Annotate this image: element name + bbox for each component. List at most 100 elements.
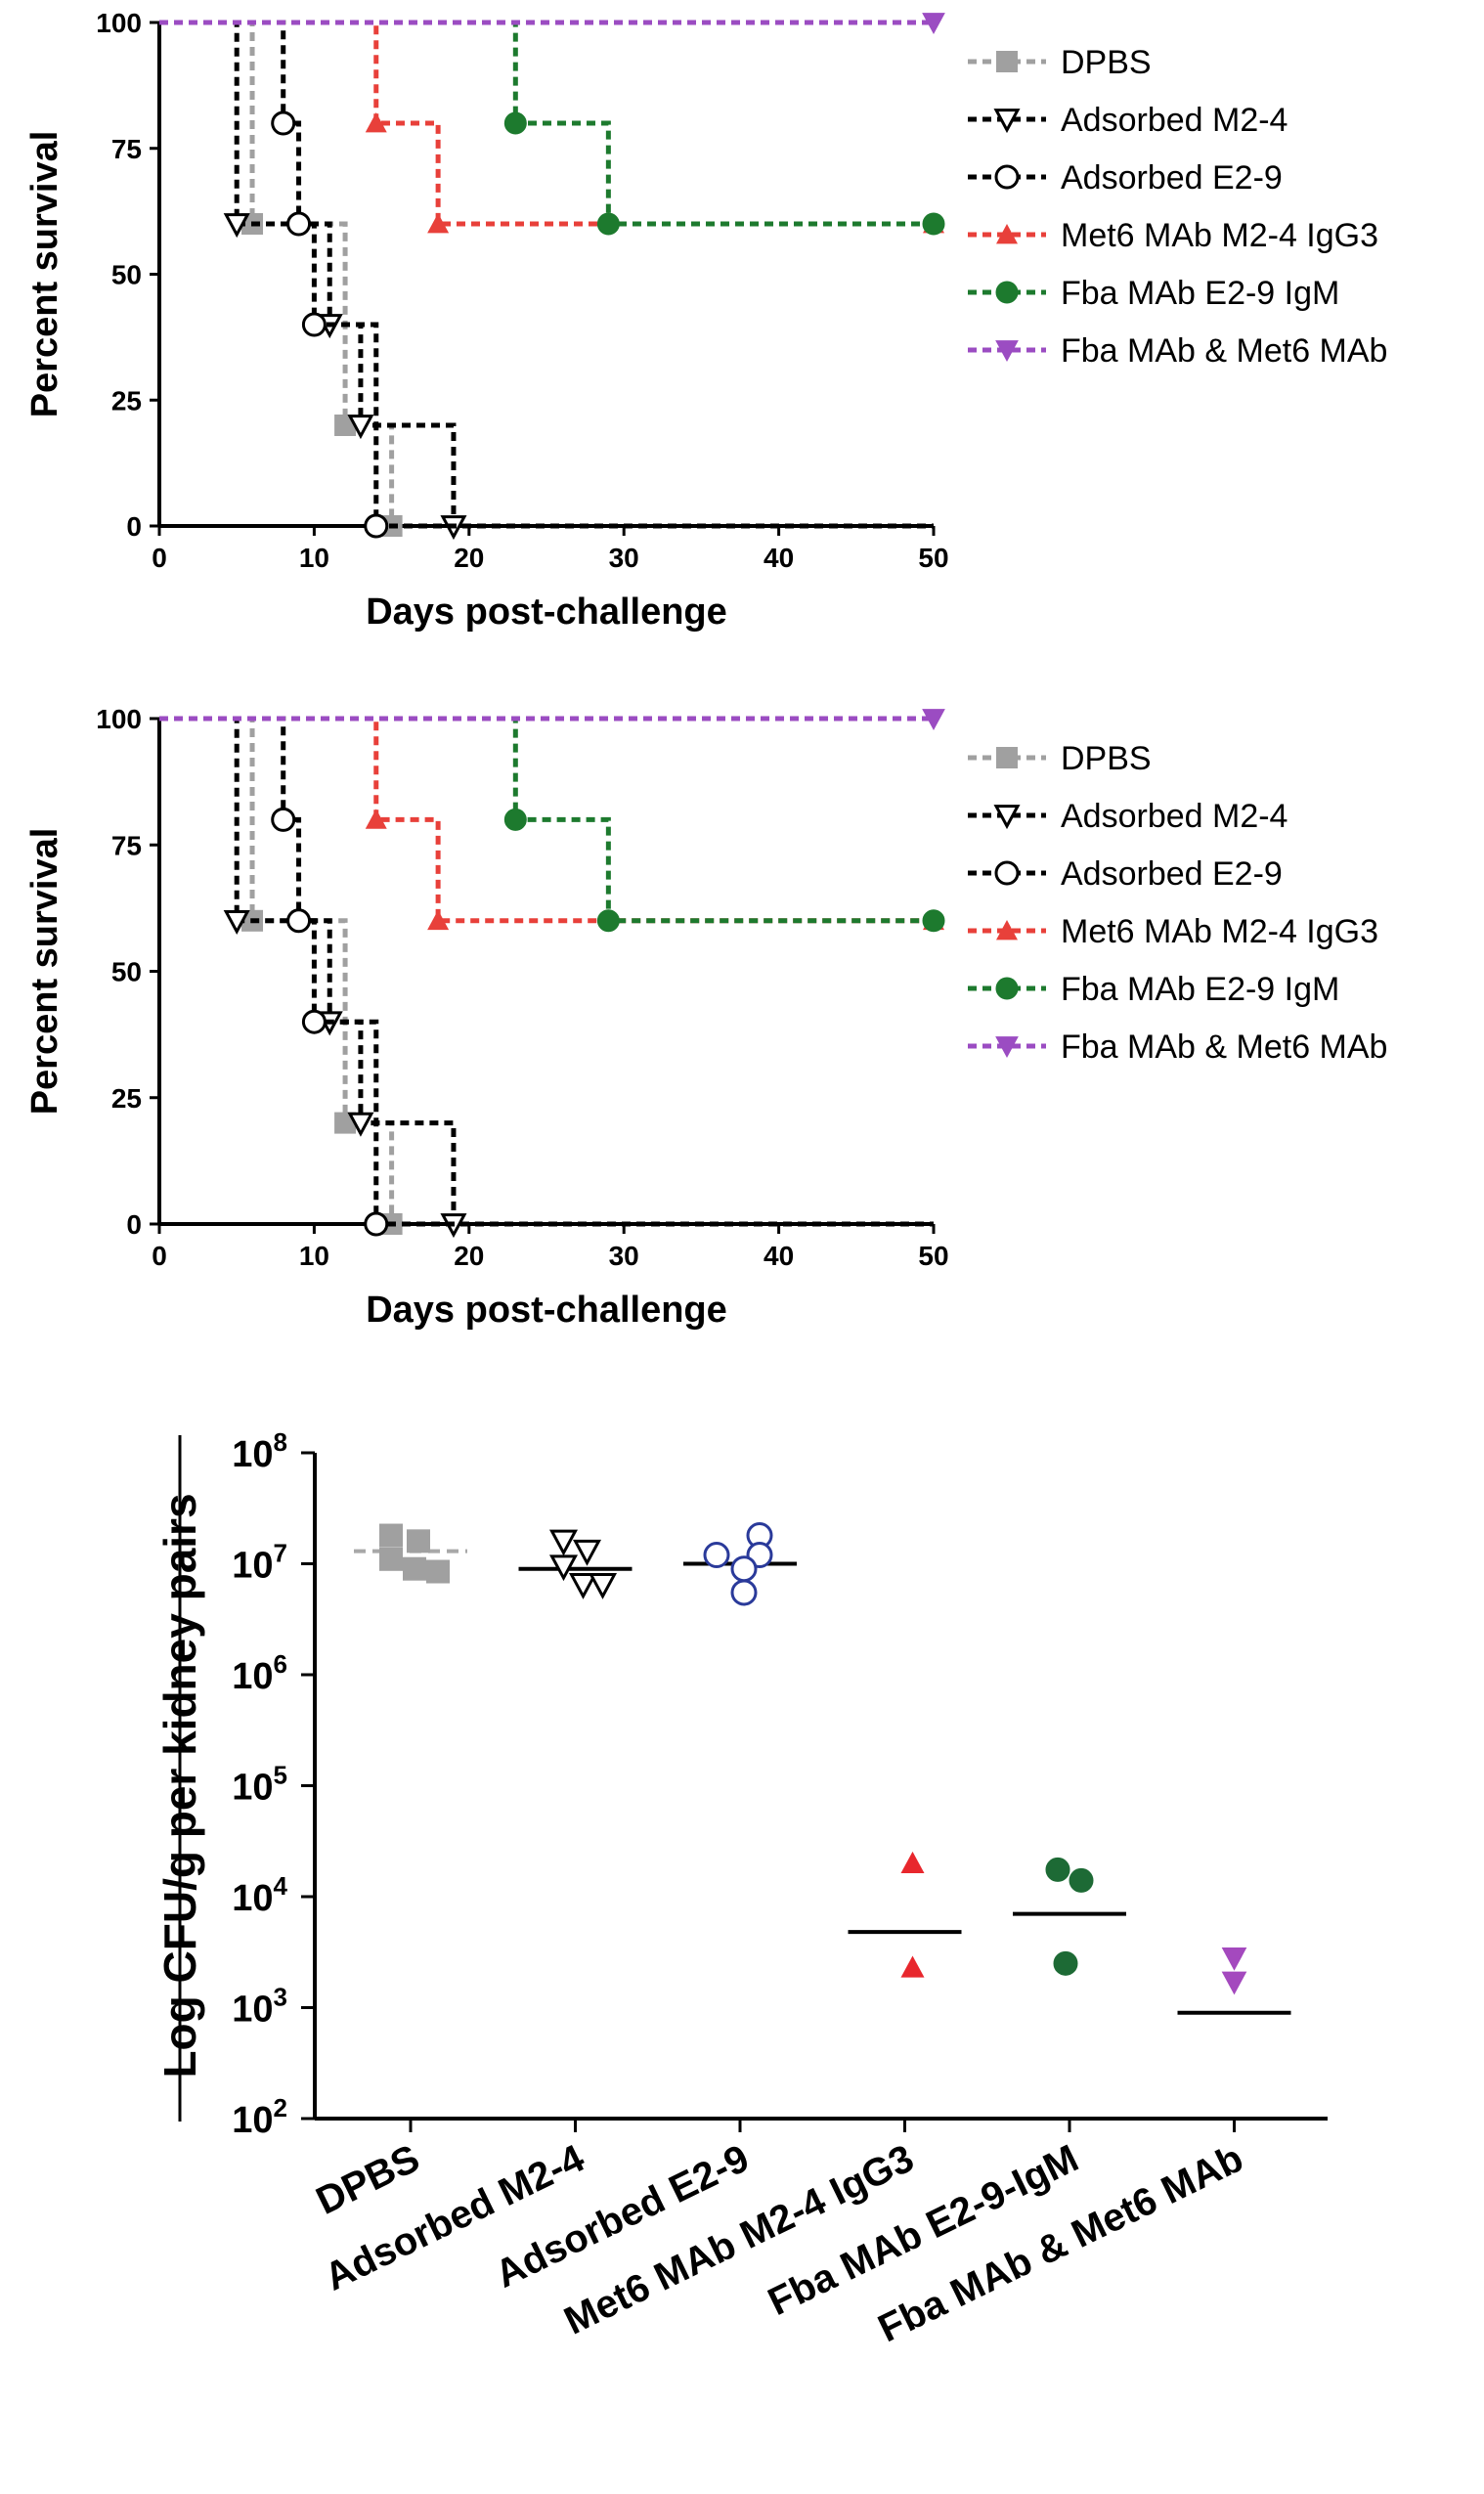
data-point — [922, 212, 945, 236]
data-point — [271, 807, 296, 832]
legend-label: Fba MAb & Met6 MAb — [1061, 332, 1387, 370]
y-tick-label: 25 — [111, 1083, 142, 1114]
data-point — [1069, 1867, 1094, 1893]
y-tick-label: 108 — [232, 1427, 287, 1475]
legend-item-fba-mab-met6-mab: Fba MAb & Met6 MAb — [968, 1028, 1387, 1066]
legend-label: Fba MAb & Met6 MAb — [1061, 1028, 1387, 1066]
legend-label: Adsorbed E2-9 — [1061, 159, 1283, 197]
y-tick-base: 10 — [232, 1990, 273, 2031]
series-line — [159, 20, 934, 529]
legend-item-fba-mab-e2-9-igm: Fba MAb E2-9 IgM — [968, 971, 1339, 1008]
data-point — [286, 908, 312, 934]
series-adsorbed-e2-9 — [159, 716, 934, 1237]
x-tick-label: 40 — [764, 543, 794, 573]
legend-marker — [994, 860, 1020, 886]
y-tick-label: 102 — [232, 2093, 287, 2141]
series-line — [159, 20, 934, 529]
data-point — [703, 1542, 730, 1569]
series-fba-mab-met6-mab — [159, 709, 945, 731]
legend-item-adsorbed-m2-4: Adsorbed M2-4 — [968, 798, 1288, 835]
legend-item-adsorbed-e2-9: Adsorbed E2-9 — [968, 855, 1283, 893]
data-point — [900, 1851, 925, 1874]
data-point — [365, 809, 387, 829]
data-point — [1221, 1947, 1247, 1971]
data-point — [596, 909, 620, 933]
group-dpbs — [354, 1523, 467, 1584]
data-point — [548, 1554, 579, 1582]
series-line — [159, 716, 934, 1227]
legend-marker — [995, 281, 1019, 304]
data-point — [223, 213, 250, 239]
data-point — [588, 1573, 618, 1599]
legend-label: Adsorbed M2-4 — [1061, 102, 1288, 139]
y-tick-base: 10 — [232, 1434, 273, 1475]
legend-item-adsorbed-e2-9: Adsorbed E2-9 — [968, 159, 1283, 197]
y-tick-label: 75 — [111, 830, 142, 860]
data-point — [1053, 1950, 1078, 1976]
group-fba-mab-e2-9-igm — [1013, 1857, 1126, 1976]
y-tick-label: 105 — [232, 1761, 287, 1809]
y-tick-exponent: 8 — [274, 1427, 287, 1457]
legend-item-met6-mab-m2-4-igg3: Met6 MAb M2-4 IgG3 — [968, 913, 1378, 950]
y-tick-label: 103 — [232, 1983, 287, 2031]
y-tick-label: 100 — [96, 8, 142, 38]
y-tick-base: 10 — [232, 1768, 273, 1809]
series-adsorbed-m2-4 — [159, 716, 934, 1239]
legend-label: Met6 MAb M2-4 IgG3 — [1061, 913, 1378, 950]
data-point — [271, 110, 296, 136]
legend-marker — [996, 747, 1018, 768]
series-adsorbed-e2-9 — [159, 20, 934, 539]
data-point — [427, 213, 450, 234]
y-tick-exponent: 6 — [274, 1649, 287, 1679]
x-tick-label: 10 — [299, 1241, 329, 1271]
x-axis-label: Days post-challenge — [366, 1290, 727, 1331]
y-axis-label: Percent survival — [24, 131, 65, 418]
data-point — [572, 1539, 602, 1566]
x-tick-label: DPBS — [310, 2137, 426, 2223]
data-point — [426, 1559, 450, 1584]
legend-marker — [993, 805, 1021, 830]
series-dpbs — [159, 20, 934, 537]
data-point — [365, 112, 387, 133]
x-tick-label: 0 — [152, 543, 167, 573]
data-point — [1045, 1857, 1070, 1882]
y-tick-label: 50 — [111, 957, 142, 987]
series-fba-mab-met6-mab — [159, 13, 945, 35]
group-fba-mab-met6-mab — [1177, 1947, 1291, 2015]
group-adsorbed-e2-9 — [683, 1522, 797, 1606]
x-tick-label: 20 — [454, 1241, 484, 1271]
data-point — [347, 1112, 374, 1137]
legend: DPBS Adsorbed M2-4 Adsorbed E2-9 Met6 MAb M… — [968, 44, 1387, 370]
legend-item-met6-mab-m2-4-igg3: Met6 MAb M2-4 IgG3 — [968, 217, 1378, 254]
x-tick-label: 0 — [152, 1241, 167, 1271]
legend-item-fba-mab-met6-mab: Fba MAb & Met6 MAb — [968, 332, 1387, 370]
series-line — [159, 20, 934, 529]
x-tick-label: 10 — [299, 543, 329, 573]
legend-label: Adsorbed M2-4 — [1061, 798, 1288, 835]
survival-chart-2: 0 10 20 30 40 50 0 25 50 75 100 Days post-challenge… — [24, 704, 1387, 1331]
y-tick-label: 25 — [111, 385, 142, 416]
data-point — [347, 415, 374, 440]
x-tick-label: 50 — [918, 1241, 948, 1271]
y-tick-label: 100 — [96, 704, 142, 734]
legend-marker — [996, 51, 1018, 72]
y-tick-exponent: 5 — [274, 1761, 287, 1790]
legend-label: DPBS — [1061, 740, 1152, 777]
y-tick-label: 75 — [111, 134, 142, 164]
legend-marker — [994, 164, 1020, 190]
series-line — [159, 716, 934, 1227]
y-tick-label: 107 — [232, 1539, 287, 1587]
y-tick-label: 104 — [232, 1871, 287, 1919]
data-point — [922, 909, 945, 933]
data-point — [1221, 1971, 1247, 1995]
data-point — [301, 1009, 327, 1034]
legend-label: Fba MAb E2-9 IgM — [1061, 275, 1339, 312]
legend-item-dpbs: DPBS — [968, 740, 1152, 777]
y-tick-label: 106 — [232, 1649, 287, 1697]
y-tick-exponent: 4 — [274, 1871, 288, 1901]
y-tick-base: 10 — [232, 2100, 273, 2141]
data-point — [427, 909, 450, 931]
y-tick-label: 50 — [111, 260, 142, 290]
data-point — [568, 1573, 598, 1599]
